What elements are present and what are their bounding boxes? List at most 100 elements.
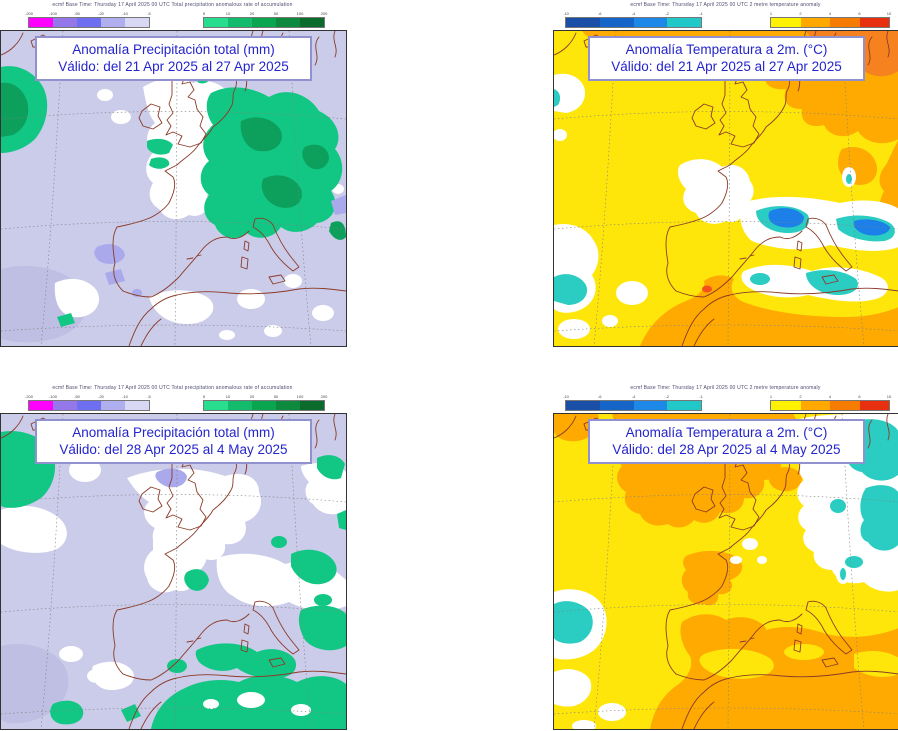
colorbar-tick-label: 1 bbox=[769, 11, 773, 16]
colorbar-segment bbox=[300, 401, 324, 410]
colorbar-tick-label: -4 bbox=[631, 11, 636, 16]
colorbar-tick-label: -10 bbox=[122, 11, 128, 16]
map-title-box: Anomalía Temperatura a 2m. (°C) Válido: … bbox=[588, 419, 865, 464]
colorbar-precip-negative: -200 -100 -50 -20 -10 -5 bbox=[25, 395, 151, 411]
colorbar-tick-label: -10 bbox=[563, 11, 569, 16]
map-temperature-week1: Anomalía Temperatura a 2m. (°C) Válido: … bbox=[553, 30, 898, 347]
colorbar-segment bbox=[228, 401, 252, 410]
colorbar-segment bbox=[77, 18, 101, 27]
map-precipitation-week1: Anomalía Precipitación total (mm) Válido… bbox=[0, 30, 347, 347]
colorbar-segment bbox=[276, 18, 300, 27]
colorbar-tick-label: 1 bbox=[769, 394, 773, 399]
map-canvas-precip-week2 bbox=[1, 414, 346, 729]
colorbar-segment bbox=[276, 401, 300, 410]
map-validity: Válido: del 28 Apr 2025 al 4 May 2025 bbox=[59, 442, 288, 457]
map-precipitation-week2: Anomalía Precipitación total (mm) Válido… bbox=[0, 413, 347, 730]
colorbar-temp-positive: 1 2 4 6 10 bbox=[770, 395, 891, 411]
colorbar-segment bbox=[599, 18, 634, 27]
colorbar-segment bbox=[599, 401, 634, 410]
colorbar-segment bbox=[29, 401, 53, 410]
colorbar-row: -200 -100 -50 -20 -10 -5 5 10 20 50 100 200 bbox=[0, 11, 345, 29]
colorbar-segment bbox=[252, 401, 276, 410]
colorbar-segment bbox=[300, 18, 324, 27]
colorbar-tick-label: -2 bbox=[665, 11, 670, 16]
colorbar-segment bbox=[228, 18, 252, 27]
colorbar-tick-label: 20 bbox=[249, 11, 255, 16]
colorbar-segment bbox=[859, 401, 889, 410]
colorbar-tick-label: 4 bbox=[828, 11, 832, 16]
map-title-box: Anomalía Temperatura a 2m. (°C) Válido: … bbox=[588, 36, 865, 81]
map-canvas-temp-week1 bbox=[554, 31, 898, 346]
colorbar-row: -10 -6 -4 -2 -1 1 2 4 6 10 bbox=[553, 11, 898, 29]
colorbar-segment bbox=[771, 18, 801, 27]
colorbar-tick-label: 20 bbox=[249, 394, 255, 399]
colorbar-temp-positive: 1 2 4 6 10 bbox=[770, 12, 891, 28]
colorbar-segment bbox=[125, 401, 149, 410]
anomaly-blobs-precip-week1 bbox=[1, 59, 346, 343]
base-time-header: ecmf Base Time: Thursday 17 April 2025 0… bbox=[630, 385, 821, 391]
map-temperature-week2: Anomalía Temperatura a 2m. (°C) Válido: … bbox=[553, 413, 898, 730]
colorbar-tick-label: -200 bbox=[24, 394, 34, 399]
colorbar-temp-negative: -10 -6 -4 -2 -1 bbox=[563, 395, 703, 411]
colorbar-segment bbox=[830, 18, 860, 27]
colorbar-tick-label: 10 bbox=[886, 394, 892, 399]
colorbar-tick-label: -1 bbox=[699, 11, 703, 16]
colorbar-segment bbox=[101, 18, 125, 27]
colorbar-tick-label: 5 bbox=[202, 394, 206, 399]
colorbar-tick-label: 4 bbox=[828, 394, 832, 399]
colorbar-segment bbox=[667, 18, 701, 27]
map-canvas-precip-week1 bbox=[1, 31, 346, 346]
colorbar-tick-label: 100 bbox=[296, 11, 304, 16]
colorbar-tick-label: 50 bbox=[273, 394, 279, 399]
panel-temperature-week2: ecmf Base Time: Thursday 17 April 2025 0… bbox=[553, 383, 898, 731]
colorbar-tick-label: 2 bbox=[799, 11, 802, 16]
map-title: Anomalía Precipitación total (mm) bbox=[72, 425, 275, 440]
colorbar-segment bbox=[77, 401, 101, 410]
colorbar-precip-positive: 5 10 20 50 100 200 bbox=[203, 12, 327, 28]
colorbar-segment bbox=[53, 18, 77, 27]
base-time-header: ecmf Base Time: Thursday 17 April 2025 0… bbox=[52, 385, 293, 391]
colorbar-segment bbox=[859, 18, 889, 27]
colorbar-tick-label: 200 bbox=[320, 394, 328, 399]
colorbar-tick-label: -50 bbox=[74, 394, 80, 399]
colorbar-row: -10 -6 -4 -2 -1 1 2 4 6 10 bbox=[553, 394, 898, 412]
colorbar-tick-label: -5 bbox=[147, 11, 151, 16]
colorbar-segment bbox=[204, 401, 228, 410]
colorbar-temp-negative: -10 -6 -4 -2 -1 bbox=[563, 12, 703, 28]
map-validity: Válido: del 21 Apr 2025 al 27 Apr 2025 bbox=[611, 59, 842, 74]
colorbar-tick-label: 10 bbox=[225, 394, 231, 399]
colorbar-segment bbox=[800, 401, 830, 410]
colorbar-tick-label: -4 bbox=[631, 394, 636, 399]
colorbar-tick-label: 200 bbox=[320, 11, 328, 16]
colorbar-tick-label: -20 bbox=[98, 11, 104, 16]
colorbar-segment bbox=[771, 401, 801, 410]
panel-precipitation-week1: ecmf Base Time: Thursday 17 April 2025 0… bbox=[0, 0, 347, 348]
colorbar-tick-label: 100 bbox=[296, 394, 304, 399]
colorbar-tick-label: 6 bbox=[858, 394, 861, 399]
map-validity: Válido: del 28 Apr 2025 al 4 May 2025 bbox=[612, 442, 841, 457]
map-validity: Válido: del 21 Apr 2025 al 27 Apr 2025 bbox=[58, 59, 289, 74]
colorbar-tick-label: -200 bbox=[24, 11, 34, 16]
colorbar-segment bbox=[53, 401, 77, 410]
colorbar-tick-label: -5 bbox=[147, 394, 151, 399]
map-title: Anomalía Temperatura a 2m. (°C) bbox=[625, 42, 828, 57]
colorbar-tick-label: -6 bbox=[597, 394, 602, 399]
colorbar-segment bbox=[667, 401, 701, 410]
colorbar-segment bbox=[566, 401, 600, 410]
map-title-box: Anomalía Precipitación total (mm) Válido… bbox=[35, 36, 312, 81]
colorbar-row: -200 -100 -50 -20 -10 -5 5 10 20 50 100 200 bbox=[0, 394, 345, 412]
colorbar-tick-label: -100 bbox=[48, 394, 58, 399]
colorbar-segment bbox=[633, 401, 668, 410]
colorbar-tick-label: 10 bbox=[886, 11, 892, 16]
colorbar-tick-label: 5 bbox=[202, 11, 206, 16]
colorbar-tick-label: -100 bbox=[48, 11, 58, 16]
colorbar-segment bbox=[252, 18, 276, 27]
colorbar-tick-label: -6 bbox=[597, 11, 602, 16]
colorbar-tick-label: -20 bbox=[98, 394, 104, 399]
colorbar-tick-label: 2 bbox=[799, 394, 802, 399]
colorbar-tick-label: 10 bbox=[225, 11, 231, 16]
colorbar-tick-label: -10 bbox=[122, 394, 128, 399]
colorbar-segment bbox=[566, 18, 600, 27]
colorbar-segment bbox=[800, 18, 830, 27]
